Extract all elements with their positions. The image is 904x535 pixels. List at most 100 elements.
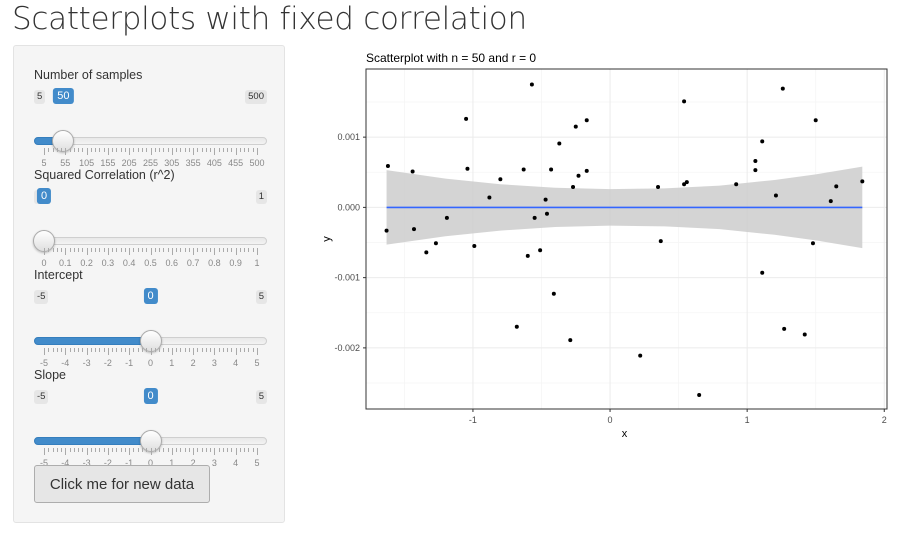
slider-major-tick bbox=[44, 448, 45, 455]
slider-minor-tick bbox=[248, 248, 250, 252]
slider-value-label: 0 bbox=[36, 188, 52, 204]
slider-minor-tick bbox=[95, 448, 97, 452]
slider-minor-tick bbox=[197, 148, 199, 152]
slider-minor-tick bbox=[82, 248, 84, 252]
slider-minor-tick bbox=[120, 148, 122, 152]
slider-minor-tick bbox=[210, 148, 212, 152]
slider-major-tick bbox=[107, 448, 109, 455]
slider-minor-tick bbox=[188, 248, 190, 252]
data-point bbox=[544, 211, 549, 216]
data-point bbox=[760, 139, 765, 144]
data-point bbox=[658, 239, 663, 244]
slider-minor-tick bbox=[248, 148, 250, 152]
slider-track[interactable] bbox=[34, 237, 267, 245]
slider-tick-label: 0.2 bbox=[80, 258, 93, 268]
slider-tick-label: 0.4 bbox=[122, 258, 136, 268]
slider-tick-label: 0 bbox=[147, 358, 154, 368]
slider-tick-label: 0.1 bbox=[59, 258, 72, 268]
slider-minor-tick bbox=[218, 348, 220, 352]
slider-tick-labels: 5 55 105 155 205 255 305 355 405 455 500 bbox=[34, 158, 267, 170]
slider-major-tick bbox=[193, 348, 195, 355]
scatterplot-svg: Scatterplot with n = 50 and r = 0 -1 0 1 2 -… bbox=[321, 51, 888, 440]
slider-minor-tick bbox=[252, 148, 254, 152]
plot-panel-border bbox=[365, 68, 888, 410]
slider-minor-tick bbox=[116, 248, 118, 252]
data-point bbox=[828, 199, 833, 204]
slider-major-tick bbox=[257, 148, 258, 155]
slider-major-tick bbox=[214, 348, 216, 355]
slider-ticks bbox=[34, 148, 267, 156]
slider-major-tick bbox=[44, 148, 45, 155]
slider-tick-label: -1 bbox=[125, 358, 134, 368]
slider-tick-label: 205 bbox=[121, 158, 137, 168]
slider-minor-tick bbox=[227, 348, 229, 352]
slider-minor-tick bbox=[95, 248, 97, 252]
samples-slider-handle[interactable] bbox=[52, 130, 75, 152]
data-point bbox=[514, 324, 519, 329]
slider-minor-tick bbox=[124, 148, 126, 152]
slider-minor-tick bbox=[90, 348, 92, 352]
slider-tick-labels: 0 0.1 0.2 0.3 0.4 0.5 0.6 0.7 0.8 0.9 1 bbox=[34, 258, 267, 270]
data-point bbox=[464, 116, 469, 121]
data-point bbox=[802, 332, 807, 337]
slider-major-tick bbox=[171, 248, 173, 255]
slider-major-tick bbox=[86, 248, 88, 255]
slider-minor-tick bbox=[99, 448, 101, 452]
slider-minor-tick bbox=[69, 348, 71, 352]
slider-minor-tick bbox=[222, 348, 224, 352]
slider-minor-tick bbox=[69, 248, 71, 252]
slider-minor-tick bbox=[167, 348, 169, 352]
slider-minor-tick bbox=[146, 448, 148, 452]
slider-minor-tick bbox=[244, 248, 246, 252]
slider-minor-tick bbox=[239, 148, 241, 152]
slider-minor-tick bbox=[218, 148, 220, 152]
slider-tick-label: 0.8 bbox=[208, 258, 221, 268]
x-tick-label: 2 bbox=[882, 415, 887, 425]
slider-tick-label: 2 bbox=[190, 358, 196, 368]
y-axis-label: y bbox=[321, 236, 333, 242]
slider-minor-tick bbox=[103, 148, 105, 152]
slider-minor-tick bbox=[99, 248, 101, 252]
slider-max-label: 500 bbox=[245, 90, 267, 104]
slider-tick-label: -5 bbox=[39, 358, 49, 368]
slider-minor-tick bbox=[176, 248, 178, 252]
slider-min-label: -5 bbox=[34, 390, 49, 404]
slider-minor-tick bbox=[137, 148, 139, 152]
slider-minor-tick bbox=[154, 448, 156, 452]
slider-tick-label: 5 bbox=[254, 458, 260, 468]
slider-tick-label: 4 bbox=[233, 458, 239, 468]
data-point bbox=[411, 227, 416, 232]
slider-tick-label: 0.7 bbox=[186, 258, 200, 268]
data-point bbox=[773, 193, 778, 198]
slider-tick-label: -4 bbox=[61, 458, 70, 468]
y-tick-label: 0.001 bbox=[337, 132, 360, 142]
slider-minor-tick bbox=[210, 348, 212, 352]
y-tick-label: 0.000 bbox=[337, 202, 360, 212]
slider-major-tick bbox=[150, 148, 152, 155]
slider-major-tick bbox=[129, 448, 131, 455]
slider-minor-tick bbox=[248, 348, 250, 352]
slope-slider-group: Slope -5 5 0 -5 -4 -3 -2 -1 0 1 2 3 4 5 bbox=[34, 368, 267, 468]
samples-slider-group: Number of samples 5 500 50 5 55 105 155 205 2… bbox=[34, 68, 267, 168]
slider-minor-tick bbox=[116, 348, 118, 352]
slider-minor-tick bbox=[210, 248, 212, 252]
slider-minor-tick bbox=[90, 248, 92, 252]
slider-tick-label: 255 bbox=[142, 158, 159, 168]
slider-major-tick bbox=[86, 148, 88, 155]
data-point bbox=[734, 182, 739, 187]
new-data-button[interactable]: Click me for new data bbox=[34, 465, 210, 503]
slider-ticks bbox=[34, 348, 267, 356]
slider-minor-tick bbox=[124, 248, 126, 252]
slider-tick-label: 155 bbox=[100, 158, 116, 168]
slider-minor-tick bbox=[167, 148, 169, 152]
slider-minor-tick bbox=[239, 348, 241, 352]
slider-minor-tick bbox=[163, 148, 165, 152]
slider-minor-tick bbox=[252, 248, 254, 252]
slider-value-label: 0 bbox=[143, 288, 158, 304]
data-point bbox=[410, 169, 415, 174]
slider-minor-tick bbox=[112, 248, 114, 252]
slider-minor-tick bbox=[112, 148, 114, 152]
slider-minor-tick bbox=[252, 348, 254, 352]
slider-tick-label: 1 bbox=[169, 458, 175, 468]
slider-minor-tick bbox=[205, 148, 207, 152]
